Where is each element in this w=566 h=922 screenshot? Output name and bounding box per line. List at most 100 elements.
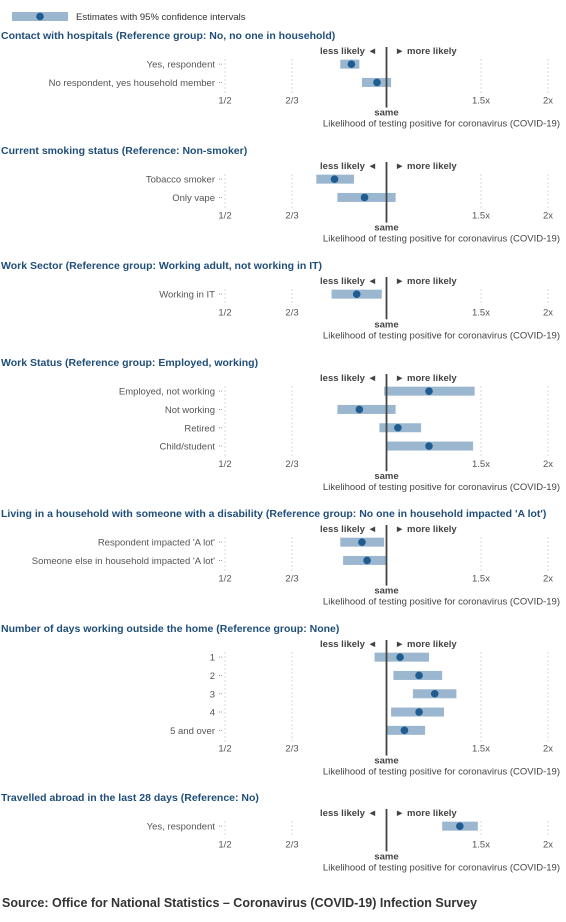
- tick-label: 2x: [543, 96, 553, 107]
- row-label: Working in IT: [159, 290, 215, 301]
- tick-label: 1/2: [218, 574, 231, 585]
- source-note: Source: Office for National Statistics –…: [2, 896, 478, 910]
- tick-label: 1/2: [218, 839, 231, 850]
- panel-title: Work Status (Reference group: Employed, …: [1, 357, 258, 369]
- point-estimate: [373, 78, 381, 87]
- row-label: Yes, respondent: [147, 822, 216, 833]
- more-likely-label: ► more likely: [395, 161, 457, 172]
- tick-label: 1.5x: [472, 307, 490, 318]
- row-label: Only vape: [172, 193, 215, 204]
- less-likely-label: less likely ◄: [320, 161, 377, 172]
- tick-label: 2/3: [285, 839, 298, 850]
- tick-label: 1.5x: [472, 211, 490, 222]
- panel-title: Living in a household with someone with …: [1, 508, 546, 520]
- tick-label: 1.5x: [472, 744, 490, 755]
- tick-label: 1/2: [218, 744, 231, 755]
- same-label: same: [374, 756, 398, 767]
- row-label: Respondent impacted 'A lot': [98, 538, 215, 549]
- forest-plot: Estimates with 95% confidence intervals C…: [1, 12, 560, 873]
- point-estimate: [347, 60, 356, 68]
- tick-label: 2x: [543, 307, 553, 318]
- more-likely-label: ► more likely: [395, 46, 457, 57]
- tick-label: 2/3: [285, 744, 298, 755]
- x-axis-title: Likelihood of testing positive for coron…: [323, 862, 560, 873]
- same-label: same: [374, 471, 398, 482]
- tick-label: 2x: [543, 574, 553, 585]
- x-axis-title: Likelihood of testing positive for coron…: [323, 482, 560, 493]
- row-label: Retired: [184, 423, 215, 434]
- row-label: Not working: [165, 405, 215, 416]
- panel-title: Travelled abroad in the last 28 days (Re…: [1, 792, 259, 804]
- panel-title: Work Sector (Reference group: Working ad…: [1, 260, 322, 272]
- row-label: 4: [210, 708, 215, 719]
- point-estimate: [425, 442, 433, 450]
- same-label: same: [374, 108, 398, 119]
- tick-label: 2/3: [285, 307, 298, 318]
- less-likely-label: less likely ◄: [320, 46, 377, 57]
- tick-label: 1.5x: [472, 96, 490, 107]
- tick-label: 1.5x: [472, 459, 490, 470]
- tick-label: 1.5x: [472, 574, 490, 585]
- x-axis-title: Likelihood of testing positive for coron…: [323, 330, 560, 341]
- less-likely-label: less likely ◄: [320, 808, 377, 819]
- legend-label: Estimates with 95% confidence intervals: [76, 12, 246, 23]
- row-label: Employed, not working: [119, 387, 215, 398]
- more-likely-label: ► more likely: [395, 373, 457, 384]
- point-estimate: [425, 387, 433, 395]
- tick-label: 2/3: [285, 459, 298, 470]
- panel-title: Current smoking status (Reference: Non-s…: [1, 145, 247, 157]
- same-label: same: [374, 223, 398, 234]
- x-axis-title: Likelihood of testing positive for coron…: [323, 767, 560, 778]
- tick-label: 2x: [543, 211, 553, 222]
- less-likely-label: less likely ◄: [320, 276, 377, 287]
- point-estimate: [358, 538, 366, 546]
- tick-label: 2/3: [285, 574, 298, 585]
- tick-label: 1/2: [218, 96, 231, 107]
- point-estimate: [415, 708, 423, 716]
- point-estimate: [330, 175, 339, 183]
- tick-label: 1/2: [218, 211, 231, 222]
- same-label: same: [374, 319, 398, 330]
- less-likely-label: less likely ◄: [320, 373, 377, 384]
- x-axis-title: Likelihood of testing positive for coron…: [323, 119, 560, 130]
- tick-label: 1/2: [218, 459, 231, 470]
- x-axis-title: Likelihood of testing positive for coron…: [323, 234, 560, 245]
- row-label: Tobacco smoker: [146, 175, 215, 186]
- same-label: same: [374, 586, 398, 597]
- row-label: Someone else in household impacted 'A lo…: [32, 556, 215, 567]
- panel-title: Contact with hospitals (Reference group:…: [1, 30, 335, 42]
- row-label: Child/student: [160, 442, 216, 453]
- point-estimate: [355, 405, 364, 414]
- row-label: 2: [210, 671, 215, 682]
- row-label: 1: [210, 653, 215, 664]
- point-estimate: [430, 689, 439, 698]
- tick-label: 2/3: [285, 211, 298, 222]
- tick-label: 1.5x: [472, 839, 490, 850]
- ci-bar: [337, 404, 396, 414]
- legend-point-swatch: [36, 12, 44, 21]
- more-likely-label: ► more likely: [395, 808, 457, 819]
- point-estimate: [394, 423, 402, 432]
- tick-label: 2x: [543, 839, 553, 850]
- panel-title: Number of days working outside the home …: [1, 623, 339, 635]
- less-likely-label: less likely ◄: [320, 524, 377, 535]
- point-estimate: [456, 822, 464, 830]
- more-likely-label: ► more likely: [395, 524, 457, 535]
- row-label: Yes, respondent: [147, 60, 216, 71]
- point-estimate: [352, 290, 361, 298]
- tick-label: 2/3: [285, 96, 298, 107]
- point-estimate: [400, 726, 409, 735]
- point-estimate: [396, 653, 404, 661]
- point-estimate: [360, 193, 369, 202]
- more-likely-label: ► more likely: [395, 639, 457, 650]
- more-likely-label: ► more likely: [395, 276, 457, 287]
- x-axis-title: Likelihood of testing positive for coron…: [323, 597, 560, 608]
- less-likely-label: less likely ◄: [320, 639, 377, 650]
- tick-label: 2x: [543, 459, 553, 470]
- row-label: No respondent, yes household member: [49, 78, 215, 89]
- same-label: same: [374, 851, 398, 862]
- point-estimate: [363, 556, 371, 565]
- row-label: 5 and over: [170, 726, 215, 737]
- row-label: 3: [210, 689, 215, 700]
- point-estimate: [415, 671, 423, 680]
